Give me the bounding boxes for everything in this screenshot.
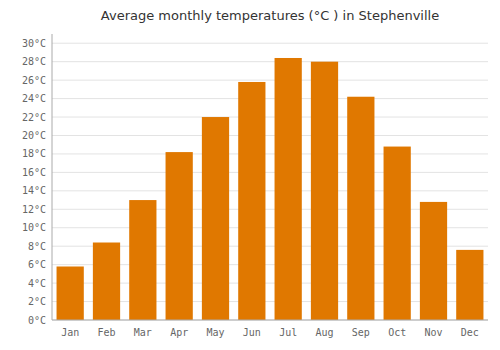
y-tick-label: 24°C xyxy=(22,93,46,104)
bar xyxy=(311,62,338,320)
bar xyxy=(202,117,229,320)
grid xyxy=(52,43,488,320)
grid-line xyxy=(52,43,488,44)
y-tick-label: 20°C xyxy=(22,130,46,141)
grid-line xyxy=(52,135,488,136)
bar xyxy=(166,152,193,320)
bar xyxy=(238,82,265,320)
y-tick-label: 28°C xyxy=(22,56,46,67)
x-tick-label: Jan xyxy=(61,327,79,338)
x-tick-label: Oct xyxy=(388,327,406,338)
y-tick-label: 14°C xyxy=(22,185,46,196)
y-tick-label: 22°C xyxy=(22,112,46,123)
x-tick-label: Dec xyxy=(461,327,479,338)
bar xyxy=(93,243,120,320)
grid-line xyxy=(52,172,488,173)
x-tick-label: Aug xyxy=(315,327,333,338)
y-tick-label: 4°C xyxy=(28,278,46,289)
grid-line xyxy=(52,61,488,62)
grid-line xyxy=(52,80,488,81)
bar xyxy=(57,266,84,320)
grid-line xyxy=(52,117,488,118)
bar xyxy=(420,202,447,320)
x-tick-label: Jun xyxy=(243,327,261,338)
x-tick-label: May xyxy=(206,327,224,338)
y-tick-label: 18°C xyxy=(22,148,46,159)
x-tick-label: Jul xyxy=(279,327,297,338)
x-tick-label: Mar xyxy=(134,327,152,338)
y-tick-label: 30°C xyxy=(22,38,46,49)
grid-line xyxy=(52,153,488,154)
y-tick-label: 10°C xyxy=(22,222,46,233)
y-tick-label: 6°C xyxy=(28,259,46,270)
bars xyxy=(57,58,484,320)
bar xyxy=(129,200,156,320)
grid-line xyxy=(52,190,488,191)
y-tick-label: 16°C xyxy=(22,167,46,178)
bar xyxy=(456,250,483,320)
y-tick-label: 12°C xyxy=(22,204,46,215)
bar xyxy=(275,58,302,320)
y-tick-label: 2°C xyxy=(28,296,46,307)
y-tick-label: 0°C xyxy=(28,315,46,326)
x-tick-label: Sep xyxy=(352,327,370,338)
grid-line xyxy=(52,320,488,321)
x-tick-label: Nov xyxy=(424,327,442,338)
x-tick-label: Apr xyxy=(170,327,188,338)
x-axis-line xyxy=(52,320,488,321)
bar xyxy=(384,147,411,320)
bar xyxy=(347,97,374,320)
grid-line xyxy=(52,98,488,99)
y-axis-line xyxy=(52,34,53,320)
y-tick-label: 26°C xyxy=(22,75,46,86)
title: Average monthly temperatures (°C ) in St… xyxy=(101,8,439,23)
x-tick-label: Feb xyxy=(97,327,115,338)
y-tick-label: 8°C xyxy=(28,241,46,252)
chart: Average monthly temperatures (°C ) in St… xyxy=(0,0,500,350)
